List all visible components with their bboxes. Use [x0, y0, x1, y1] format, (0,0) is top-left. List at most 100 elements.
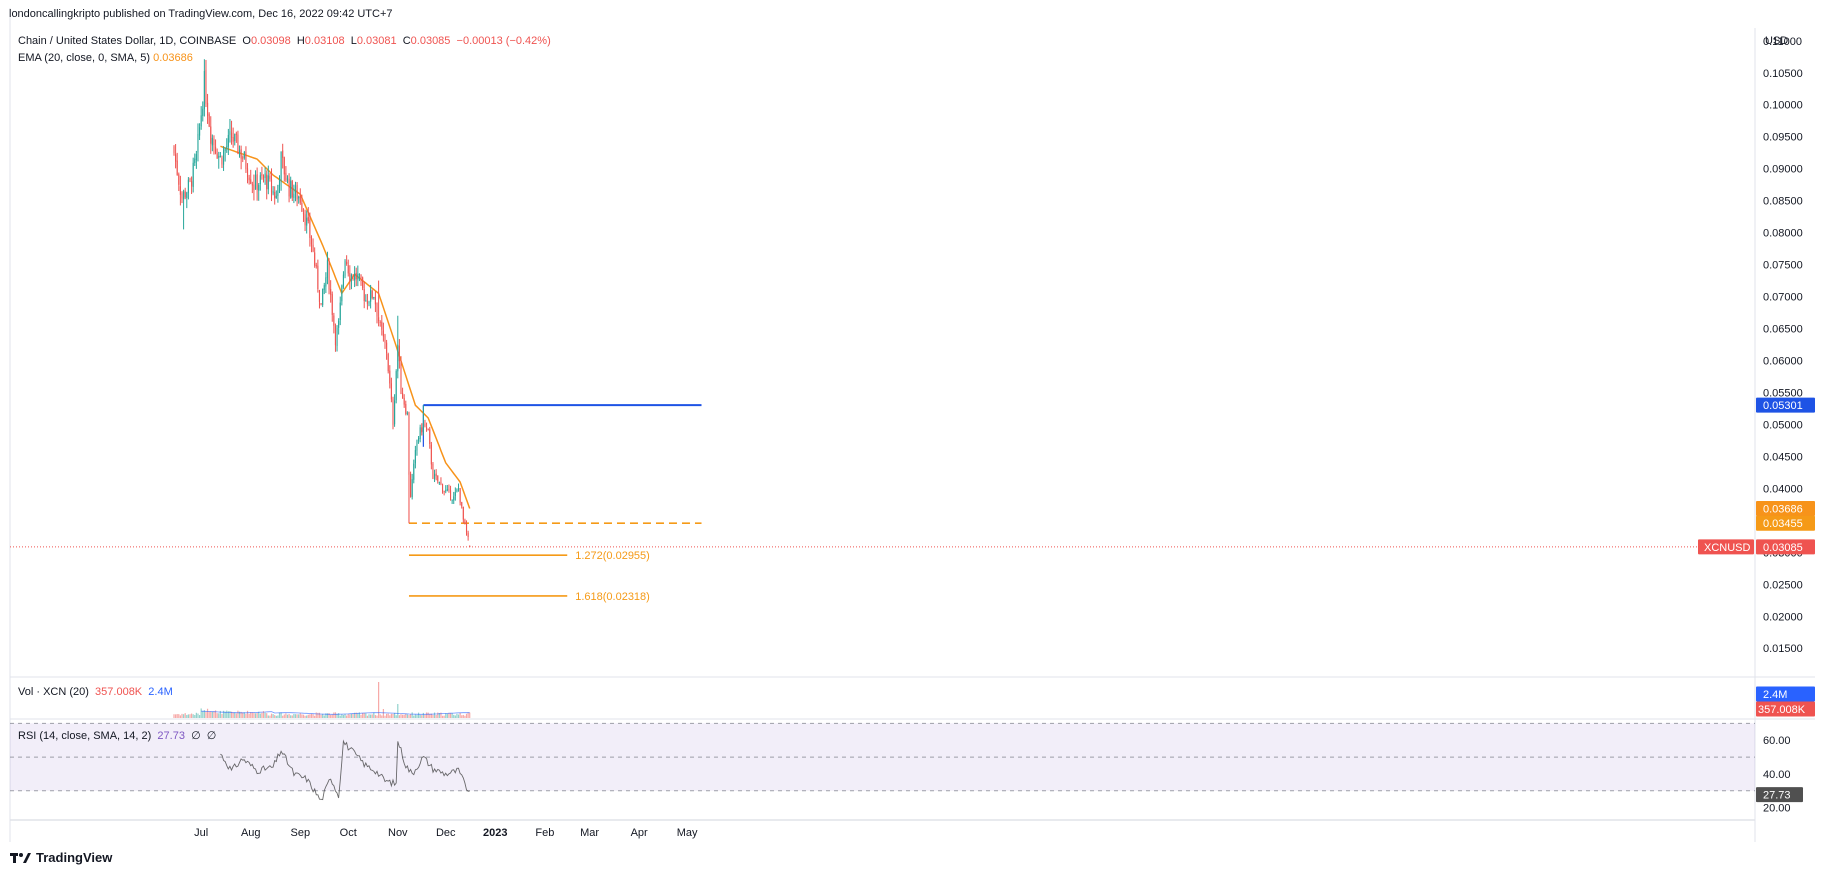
candle [427, 428, 429, 431]
volume-bar [443, 715, 445, 718]
volume-bar [173, 714, 175, 718]
volume-bar [352, 713, 354, 718]
candle [382, 322, 384, 342]
ema-20-line [220, 145, 471, 509]
volume-bar [398, 715, 400, 718]
open-value: 0.03098 [250, 35, 291, 47]
candle [435, 469, 437, 481]
volume-bar [285, 713, 287, 718]
volume-bar [430, 713, 432, 718]
candle [179, 175, 181, 206]
volume-bar [219, 710, 221, 718]
price-tick-label: 0.05500 [1763, 387, 1803, 399]
candle [189, 177, 191, 183]
volume-bar [294, 714, 297, 718]
high-label: H [296, 35, 305, 47]
candle [314, 247, 316, 268]
volume-bar [328, 713, 330, 718]
volume-bar [330, 714, 332, 718]
candle [421, 423, 423, 436]
resistance-badge: 0.05301 [1756, 397, 1815, 413]
price-tick-label: 0.09500 [1763, 132, 1803, 144]
candle [221, 155, 223, 168]
price-tick-label: 0.11000 [1763, 36, 1802, 48]
volume-bar [382, 709, 385, 718]
symbol-name: Chain / United States Dollar, 1D, COINBA… [18, 35, 237, 47]
volume-bar [354, 712, 356, 718]
volume-bar [176, 714, 178, 718]
volume-bar [346, 715, 348, 718]
volume-bar [270, 713, 273, 718]
candle [370, 284, 372, 309]
volume-bar [390, 713, 392, 718]
volume-bar [325, 713, 327, 718]
volume-legend: Vol · XCN (20) 357.008K 2.4M [18, 686, 173, 698]
candle [325, 272, 327, 293]
volume-bar [440, 712, 442, 718]
candle [213, 135, 215, 155]
candle [434, 469, 436, 483]
candle [392, 396, 394, 430]
volume-bar [208, 711, 210, 718]
volume-bar [350, 713, 353, 718]
volume-bar [331, 714, 333, 718]
volume-bar [451, 713, 453, 718]
currency-label: USD [1765, 35, 1789, 47]
time-tick-label: Nov [388, 827, 408, 839]
volume-bar [333, 712, 335, 718]
candle [253, 174, 255, 201]
candle [184, 187, 186, 200]
volume-label: Vol · XCN (20) [18, 686, 89, 698]
candle [248, 174, 250, 185]
candle [232, 127, 234, 148]
grid [9, 8, 1815, 842]
volume-bar [349, 714, 351, 718]
volume-bar [256, 713, 258, 718]
candle [360, 274, 362, 286]
volume-bar [446, 713, 448, 718]
ema-label: EMA (20, close, 0, SMA, 5) [18, 52, 151, 64]
candle [275, 190, 277, 199]
time-tick-label: Sep [290, 827, 310, 839]
volume-bar [235, 713, 237, 718]
volume-bar [230, 711, 233, 718]
support-badge: 0.03455 [1756, 515, 1815, 531]
candle [326, 251, 329, 285]
candles [173, 59, 471, 548]
candle [211, 134, 213, 152]
candle [403, 394, 405, 408]
candle [426, 422, 428, 432]
brand-text: TradingView [36, 850, 113, 865]
candle [347, 259, 349, 277]
volume-bar [190, 713, 193, 718]
candle [323, 282, 325, 295]
candle [307, 207, 309, 224]
volume-ma-line [201, 710, 470, 715]
candle [386, 339, 388, 360]
volume-bar [438, 713, 440, 718]
candle [390, 377, 392, 403]
candle [197, 123, 199, 162]
candle [267, 165, 269, 195]
volume-bar [360, 714, 362, 718]
candle [413, 459, 415, 484]
symbol-badge: XCNUSD [1704, 542, 1751, 554]
close-label: C [402, 35, 411, 47]
volume-bar [267, 715, 269, 718]
candle [274, 186, 276, 205]
volume-bar [401, 714, 404, 718]
candle [333, 312, 335, 334]
candle [272, 186, 274, 196]
volume-bar [302, 714, 305, 718]
candle [373, 296, 375, 300]
candle [186, 191, 188, 209]
candle [286, 175, 289, 184]
candle [223, 146, 225, 171]
candle [278, 175, 281, 194]
candle [429, 426, 431, 449]
price-tick-label: 0.01500 [1763, 643, 1803, 655]
candle [261, 166, 263, 180]
candle [357, 265, 359, 287]
candle [432, 462, 434, 480]
candle [408, 411, 410, 524]
